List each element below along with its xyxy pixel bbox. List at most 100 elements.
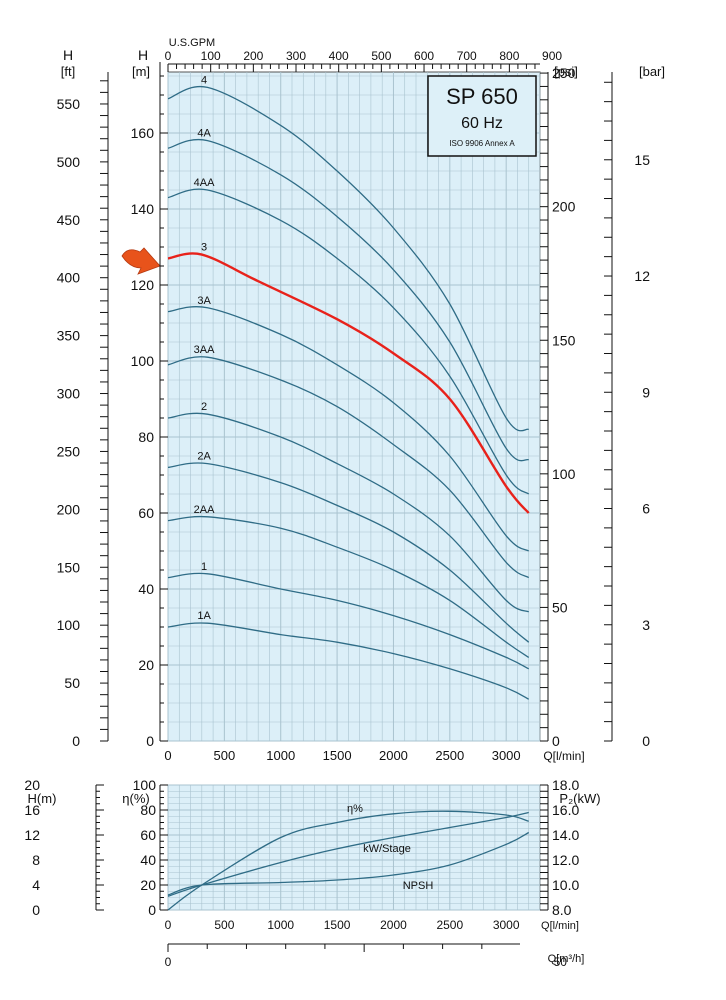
- axis-bar-label: 12: [634, 268, 650, 284]
- axis-bar-label: 6: [642, 501, 650, 517]
- axis-q-title: Q[l/min]: [543, 749, 584, 763]
- axis-bar-label: 9: [642, 384, 650, 400]
- head-curve-1: [167, 572, 529, 670]
- head-curve-3: [167, 252, 530, 514]
- axis-gpm-label: 300: [286, 49, 306, 63]
- head-curve-4aa: [167, 188, 530, 495]
- head-curve-1a: [167, 622, 530, 700]
- axis-m-title: H: [138, 47, 148, 63]
- head-curve-4a: [167, 138, 529, 462]
- axis-hm-label: 4: [32, 877, 40, 893]
- axis-q-label: 1500: [323, 748, 352, 763]
- axis-m-label: 160: [131, 125, 155, 141]
- plot-area: [167, 71, 541, 742]
- curve-label-2aa: 2AA: [194, 504, 215, 516]
- axis-hm-label: 16: [24, 802, 40, 818]
- axis-ft-label: 350: [57, 328, 81, 344]
- axis-hm-label: 0: [32, 902, 40, 918]
- axis-psi-title: [psi]: [554, 64, 578, 79]
- perf-curve-kw: [167, 811, 529, 897]
- axis-kw-label: 16.0: [552, 802, 579, 818]
- axis-m-label: 80: [138, 429, 154, 445]
- axis-m3h-label: 50: [554, 955, 568, 969]
- curve-label-2: 2: [201, 401, 207, 413]
- curve-label-4aa: 4AA: [194, 177, 215, 189]
- axis-kw-label: 14.0: [552, 827, 579, 843]
- axis-gpm-label: 900: [542, 49, 562, 63]
- axis-hm-label: 20: [24, 777, 40, 793]
- axis-bar-label: 0: [642, 733, 650, 749]
- axis-psi-label: 0: [552, 733, 560, 749]
- head-curve-4: [167, 85, 529, 432]
- axis-hm-label: 12: [24, 827, 40, 843]
- perf-axis-q-label: 3000: [493, 918, 520, 932]
- axis-kw-title: P₂(kW): [559, 791, 600, 806]
- perf-axis-q-label: 500: [214, 918, 234, 932]
- curve-label-1: 1: [201, 561, 207, 573]
- axis-m-label: 0: [146, 733, 154, 749]
- axis-psi-label: 250: [552, 65, 576, 81]
- perf-label-eta: η%: [347, 803, 363, 815]
- axis-q-label: 500: [214, 748, 236, 763]
- axis-bar-label: 15: [634, 152, 650, 168]
- highlight-arrow-icon: [121, 247, 161, 275]
- curve-label-4: 4: [201, 74, 207, 86]
- axis-hm-label: 8: [32, 852, 40, 868]
- curve-label-3a: 3A: [197, 295, 211, 307]
- axis-kw-label: 12.0: [552, 852, 579, 868]
- head-curve-2: [167, 412, 529, 613]
- axis-bar-title: [bar]: [639, 64, 665, 79]
- curve-label-3aa: 3AA: [194, 344, 215, 356]
- axis-q-label: 2500: [435, 748, 464, 763]
- axis-ft-label: 100: [57, 617, 81, 633]
- axis-ft-label: 500: [57, 154, 81, 170]
- axis-gpm-label: 800: [499, 49, 519, 63]
- axis-ft-label: 200: [57, 501, 81, 517]
- axis-psi-label: 50: [552, 599, 568, 615]
- curve-label-3: 3: [201, 242, 207, 254]
- axis-q-label: 2000: [379, 748, 408, 763]
- perf-axis-q-label: 2500: [436, 918, 463, 932]
- curve-label-1a: 1A: [197, 610, 211, 622]
- axis-gpm-label: 500: [371, 49, 391, 63]
- axis-kw-label: 10.0: [552, 877, 579, 893]
- axis-q-label: 0: [164, 748, 171, 763]
- axis-ft-label: 150: [57, 559, 81, 575]
- axis-eta-label: 0: [148, 902, 156, 918]
- axis-ft-label: 550: [57, 96, 81, 112]
- axis-ft-title: H: [63, 47, 73, 63]
- head-curve-3aa: [167, 356, 530, 579]
- axis-m-unit: [m]: [132, 64, 150, 79]
- axis-m-label: 100: [131, 353, 155, 369]
- perf-axis-q-label: 0: [165, 918, 172, 932]
- axis-ft-unit: [ft]: [61, 64, 75, 79]
- perf-curve-npsh: [167, 831, 530, 896]
- axis-eta-title: η(%): [122, 791, 149, 806]
- axis-kw-label: 18.0: [552, 777, 579, 793]
- axis-gpm-label: 0: [165, 49, 172, 63]
- axis-m-label: 120: [131, 277, 155, 293]
- axis-eta-label: 20: [140, 877, 156, 893]
- axis-m3h-title: Q[m³/h]: [548, 953, 585, 965]
- axis-gpm-label: 100: [201, 49, 221, 63]
- perf-axis-q-label: 2000: [380, 918, 407, 932]
- axis-psi-label: 150: [552, 332, 576, 348]
- axis-ft-label: 250: [57, 443, 81, 459]
- curve-label-2a: 2A: [197, 451, 211, 463]
- axis-gpm-label: 700: [457, 49, 477, 63]
- axis-hm-title: H(m): [28, 791, 57, 806]
- axis-gpm-title: U.S.GPM: [169, 37, 215, 49]
- axis-ft-label: 50: [64, 675, 80, 691]
- curve-label-4a: 4A: [197, 128, 211, 140]
- axis-ft-label: 400: [57, 270, 81, 286]
- axis-ft-label: 300: [57, 386, 81, 402]
- axis-m-label: 140: [131, 201, 155, 217]
- axis-eta-label: 40: [140, 852, 156, 868]
- head-curve-3a: [167, 306, 530, 552]
- axis-ft-label: 0: [72, 733, 80, 749]
- perf-curve-eta: [167, 810, 529, 911]
- axis-gpm-label: 600: [414, 49, 434, 63]
- head-curve-2a: [167, 462, 530, 643]
- perf-axis-q-label: 1000: [267, 918, 294, 932]
